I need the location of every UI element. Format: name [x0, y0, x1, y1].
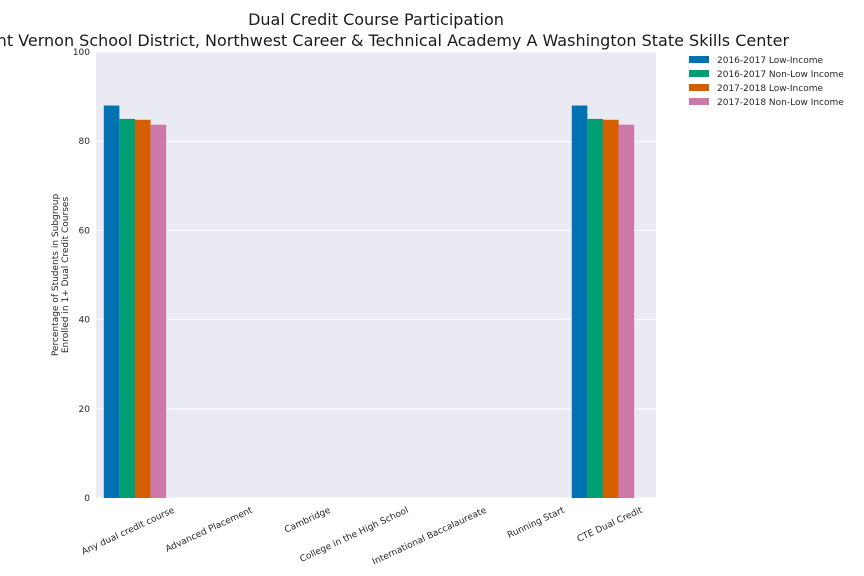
chart-subtitle: Mount Vernon School District, Northwest …	[0, 31, 789, 50]
y-tick-label: 40	[79, 316, 91, 326]
legend-label: 2017-2018 Non-Low Income	[717, 98, 844, 108]
gridlines	[96, 51, 656, 499]
y-tick-label: 20	[79, 405, 91, 415]
bars	[103, 105, 635, 499]
x-tick-label: Cambridge	[283, 505, 332, 535]
legend-label: 2017-2018 Low-Income	[717, 84, 823, 94]
bar	[602, 119, 619, 499]
legend-swatch	[689, 84, 709, 91]
bar	[119, 118, 135, 499]
x-tick-label: Any dual credit course	[80, 505, 176, 557]
legend-swatch	[689, 56, 709, 63]
legend-label: 2016-2017 Low-Income	[717, 56, 823, 66]
y-tick-label: 0	[84, 494, 90, 504]
bar	[571, 105, 588, 499]
y-tick-labels: 0 20 40 60 80 100	[73, 48, 90, 504]
y-tick-label: 60	[79, 226, 91, 236]
y-tick-label: 100	[73, 48, 90, 58]
chart-title: Dual Credit Course Participation	[248, 10, 504, 29]
x-tick-label: CTE Dual Credit	[576, 505, 645, 544]
x-tick-label: Advanced Placement	[164, 505, 255, 554]
legend: 2016-2017 Low-Income 2016-2017 Non-Low In…	[689, 56, 844, 108]
bar	[103, 105, 120, 499]
bar	[134, 119, 151, 499]
bar	[587, 118, 603, 499]
y-axis-label-line2: Enrolled in 1+ Dual Credit Courses	[61, 197, 71, 354]
legend-swatch	[689, 70, 709, 77]
legend-label: 2016-2017 Non-Low Income	[717, 70, 844, 80]
plot-area	[96, 52, 656, 498]
legend-swatch	[689, 98, 709, 105]
y-axis-label-line1: Percentage of Students in Subgroup	[51, 194, 61, 357]
bar	[618, 124, 635, 498]
y-tick-label: 80	[79, 137, 91, 147]
bar	[150, 124, 167, 498]
x-tick-label: Running Start	[506, 505, 567, 540]
